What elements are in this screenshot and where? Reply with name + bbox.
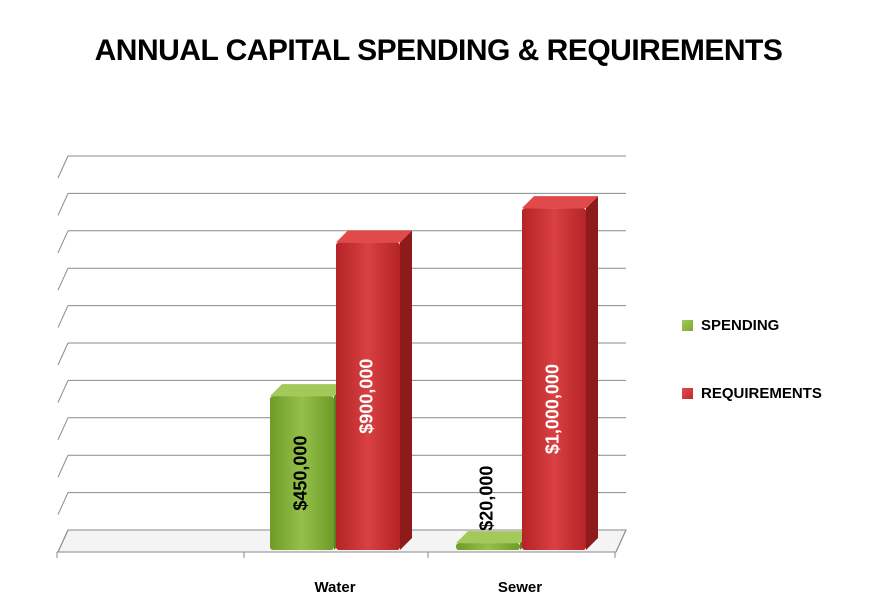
x-axis: Water Sewer — [56, 551, 616, 596]
gridline-side — [57, 305, 69, 328]
bar-spending — [456, 543, 520, 550]
bar-requirements-side — [400, 230, 412, 550]
bar-spending-top — [456, 531, 532, 544]
bar-requirements-top — [336, 230, 412, 243]
data-label-spending: $20,000 — [477, 466, 497, 531]
gridline-side — [57, 230, 69, 254]
bars: $450,000 $900,000 $20,000 $1,000,000 — [270, 196, 598, 550]
bar-requirements — [522, 208, 586, 550]
data-label-requirements: $900,000 — [357, 359, 377, 434]
bar-spending-top — [270, 384, 346, 397]
gridline-side — [57, 492, 69, 515]
gridline-side — [57, 417, 69, 441]
chart-title: ANNUAL CAPITAL SPENDING & REQUIREMENTS — [94, 34, 783, 67]
gridline-side — [57, 529, 69, 553]
bar-spending — [270, 396, 334, 550]
gridline-side — [57, 267, 69, 291]
x-tick-label: Sewer — [498, 579, 542, 596]
legend-label-requirements: REQUIREMENTS — [701, 384, 822, 402]
gridline-side — [57, 380, 69, 403]
bar-requirements — [336, 242, 400, 550]
legend: SPENDING REQUIREMENTS — [682, 314, 822, 450]
gridline-side — [57, 155, 69, 179]
floor-edge — [615, 529, 627, 553]
legend-label-spending: SPENDING — [701, 316, 780, 334]
legend-swatch-requirements — [682, 387, 693, 399]
data-label-spending: $450,000 — [291, 436, 311, 511]
bar-requirements-top — [522, 196, 598, 209]
gridline-side — [57, 454, 69, 478]
gridline-side — [57, 342, 69, 366]
gridline-side — [57, 193, 69, 216]
legend-item-spending: SPENDING — [682, 314, 822, 336]
bar-requirements-side — [586, 196, 598, 550]
legend-swatch-spending — [682, 319, 693, 331]
x-tick-label: Water — [314, 579, 355, 596]
data-label-requirements: $1,000,000 — [543, 364, 563, 454]
legend-item-requirements: REQUIREMENTS — [682, 382, 822, 404]
